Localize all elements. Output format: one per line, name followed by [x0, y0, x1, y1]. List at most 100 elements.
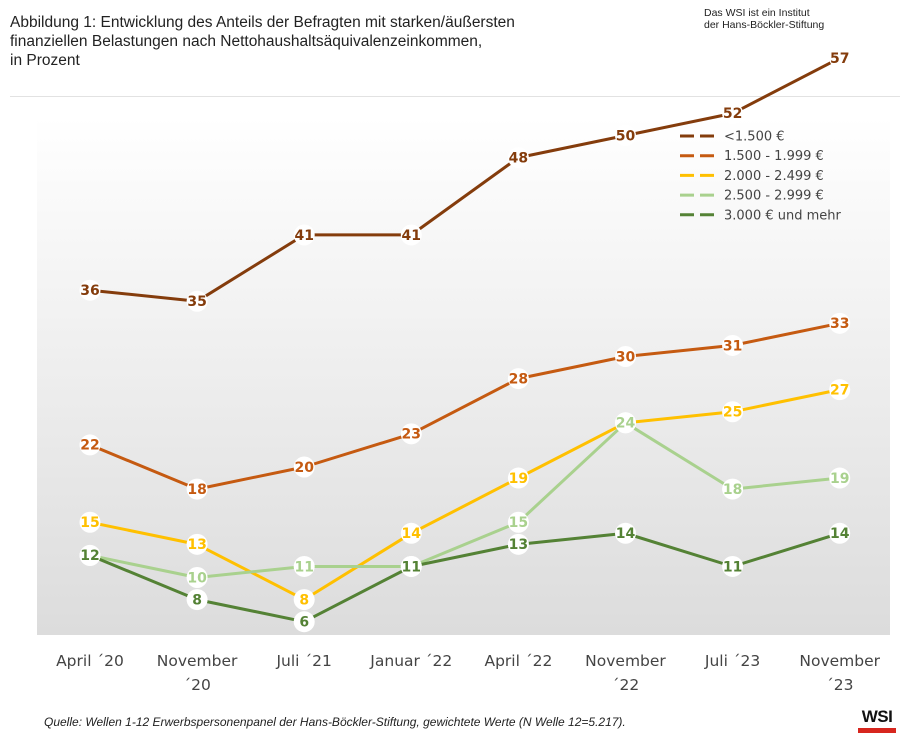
data-label: 31 [723, 338, 742, 354]
chart-title: Abbildung 1: Entwicklung des Anteils der… [10, 13, 650, 70]
data-label: 8 [299, 592, 309, 608]
data-label: 10 [187, 570, 207, 586]
data-label: 33 [830, 316, 849, 332]
data-point [722, 102, 744, 124]
data-point [186, 567, 208, 588]
data-label: 14 [402, 526, 422, 542]
wsi-logo-text: WSI [861, 707, 893, 726]
data-label: 14 [830, 526, 850, 542]
data-label: 22 [80, 438, 99, 454]
x-tick-label: November [585, 652, 666, 670]
data-point [79, 279, 101, 301]
data-label: 30 [616, 349, 636, 365]
x-tick-label: Januar ´22 [369, 652, 452, 670]
data-point [829, 467, 851, 489]
data-label: 27 [830, 382, 849, 398]
data-label: 11 [402, 559, 421, 575]
data-label: 36 [80, 283, 99, 299]
data-point [829, 379, 851, 401]
data-point [293, 611, 315, 633]
data-point [507, 511, 529, 533]
legend-label: 2.000 - 2.499 € [724, 169, 824, 184]
data-point [722, 401, 744, 423]
data-label: 15 [509, 515, 528, 531]
data-point [186, 589, 208, 611]
plot-area [37, 117, 890, 635]
x-tick-label: Juli ´23 [704, 652, 760, 670]
data-label: 35 [187, 294, 206, 310]
series-line [88, 531, 842, 624]
chart-title-line: finanziellen Belastungen nach Nettohaush… [10, 33, 483, 50]
data-point [79, 544, 101, 566]
data-point [186, 533, 208, 555]
chart-title-line: Abbildung 1: Entwicklung des Anteils der… [10, 14, 515, 31]
x-tick-label: ´20 [183, 676, 210, 694]
legend-label: 1.500 - 1.999 € [724, 149, 824, 164]
legend-label: 2.500 - 2.999 € [724, 189, 824, 204]
data-label: 28 [509, 371, 528, 387]
data-label: 18 [723, 482, 742, 498]
data-label: 13 [187, 537, 206, 553]
data-label: 19 [830, 471, 849, 487]
series-line [88, 321, 842, 491]
series-line [88, 56, 842, 303]
data-label: 20 [294, 460, 314, 476]
data-point [507, 368, 529, 390]
data-label: 52 [723, 106, 742, 122]
data-label: 11 [294, 559, 313, 575]
x-tick-label: ´23 [826, 676, 853, 694]
legend-label: 3.000 € und mehr [724, 208, 842, 223]
data-point [722, 555, 744, 577]
data-point [79, 434, 101, 456]
data-point [615, 412, 636, 434]
data-point [615, 522, 636, 544]
data-point [829, 312, 851, 334]
data-point [507, 533, 529, 555]
data-point [507, 147, 529, 169]
institute-note-line: der Hans-Böckler-Stiftung [704, 19, 825, 31]
data-label: 41 [402, 228, 421, 244]
legend-label: <1.500 € [724, 130, 785, 145]
series-line [88, 388, 842, 602]
wsi-logo-bar [858, 728, 896, 733]
series-line [88, 421, 842, 579]
data-point [186, 290, 208, 312]
data-label: 24 [616, 416, 636, 432]
data-point [400, 224, 422, 246]
data-label: 12 [80, 548, 99, 564]
institute-note: Das WSI ist ein Institut der Hans-Böckle… [704, 7, 824, 31]
data-label: 11 [723, 559, 742, 575]
data-label: 41 [294, 228, 313, 244]
data-point [615, 346, 636, 367]
institute-note-line: Das WSI ist ein Institut [704, 7, 810, 19]
data-label: 18 [187, 482, 206, 498]
data-label: 50 [616, 128, 636, 144]
data-label: 19 [509, 471, 528, 487]
data-label: 8 [192, 592, 202, 608]
data-label: 14 [616, 526, 636, 542]
data-point [829, 47, 851, 69]
data-point [722, 478, 744, 500]
data-point [400, 522, 422, 544]
chart-title-line: in Prozent [10, 52, 80, 69]
data-point [293, 555, 315, 577]
data-label: 6 [299, 615, 309, 631]
data-point [400, 423, 422, 445]
data-point [79, 511, 101, 533]
data-label: 57 [830, 51, 849, 67]
x-tick-label: April ´20 [56, 652, 124, 670]
data-point [722, 334, 744, 356]
data-point [186, 478, 208, 500]
x-tick-label: November [799, 652, 880, 670]
data-point [293, 224, 315, 246]
data-point [293, 456, 315, 478]
header-divider [10, 96, 900, 97]
x-tick-label: Juli ´21 [275, 652, 331, 670]
data-label: 23 [402, 427, 421, 443]
x-tick-label: ´22 [612, 676, 639, 694]
data-point [829, 522, 851, 544]
source-note: Quelle: Wellen 1-12 Erwerbspersonenpanel… [44, 715, 626, 729]
data-point [507, 467, 529, 489]
x-tick-label: November [157, 652, 238, 670]
